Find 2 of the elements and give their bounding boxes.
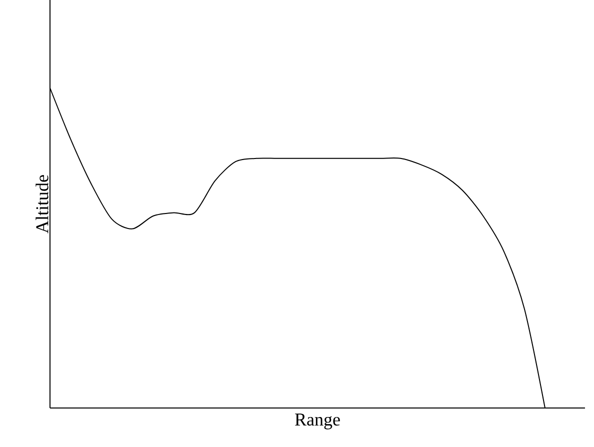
x-axis-title: Range [295, 414, 340, 430]
y-axis-title: Altitude [36, 175, 48, 234]
